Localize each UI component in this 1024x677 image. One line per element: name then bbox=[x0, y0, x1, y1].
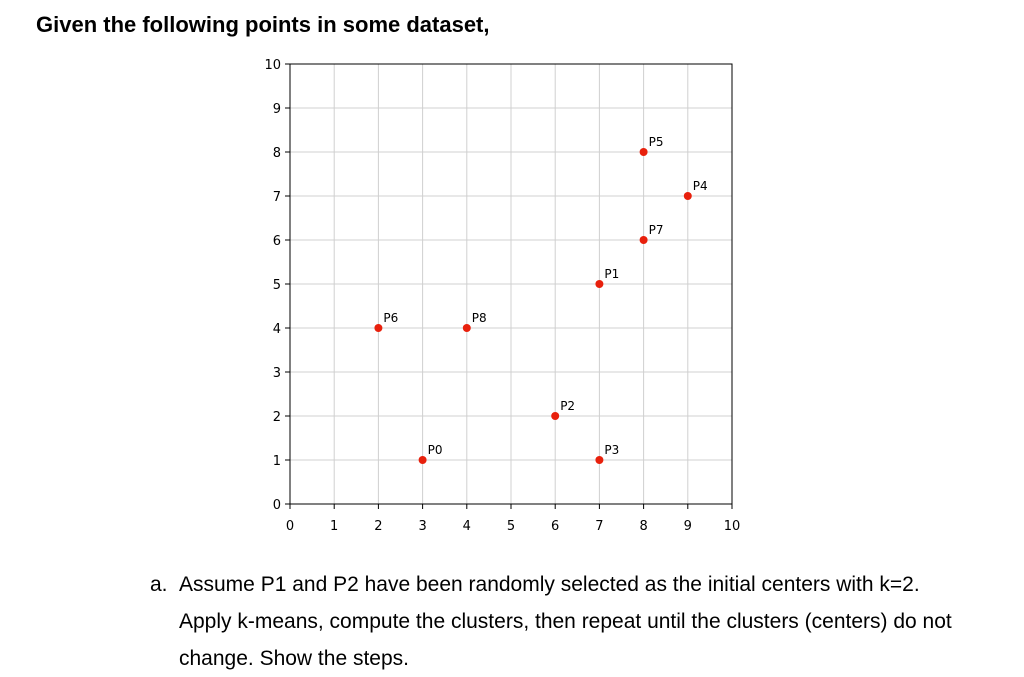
point-p0 bbox=[418, 456, 427, 464]
y-tick-label: 7 bbox=[273, 190, 281, 205]
point-label-p0: P0 bbox=[428, 443, 443, 457]
y-tick-label: 10 bbox=[264, 58, 281, 73]
point-label-p5: P5 bbox=[649, 135, 664, 149]
point-label-p7: P7 bbox=[649, 223, 664, 237]
x-tick-label: 3 bbox=[418, 519, 426, 534]
data-points: P0 P1 P2 P3 P4 P5 P6 P7 P8 bbox=[374, 135, 708, 464]
y-tick-label: 1 bbox=[273, 454, 281, 469]
point-label-p1: P1 bbox=[604, 267, 619, 281]
point-label-p6: P6 bbox=[383, 311, 398, 325]
x-tick-label: 0 bbox=[286, 519, 294, 534]
y-tick-label: 8 bbox=[273, 146, 281, 161]
question-label: a. bbox=[150, 573, 168, 596]
point-p2 bbox=[551, 412, 560, 420]
x-tick-label: 2 bbox=[374, 519, 382, 534]
point-label-p2: P2 bbox=[560, 399, 575, 413]
x-tick-label: 7 bbox=[595, 519, 603, 534]
point-p3 bbox=[595, 456, 604, 464]
point-p8 bbox=[462, 324, 471, 332]
x-tick-label: 9 bbox=[684, 519, 692, 534]
y-tick-label: 6 bbox=[273, 234, 281, 249]
y-tick-label: 2 bbox=[273, 410, 281, 425]
point-p6 bbox=[374, 324, 383, 332]
x-tick-label: 4 bbox=[463, 519, 471, 534]
question-text: Assume P1 and P2 have been randomly sele… bbox=[179, 573, 952, 670]
point-label-p4: P4 bbox=[693, 179, 708, 193]
x-tick-label: 6 bbox=[551, 519, 559, 534]
x-tick-label: 1 bbox=[330, 519, 338, 534]
x-tick-label: 5 bbox=[507, 519, 515, 534]
y-tick-label: 4 bbox=[273, 322, 281, 337]
point-p5 bbox=[639, 148, 648, 156]
x-tick-label: 8 bbox=[639, 519, 647, 534]
x-tick-label: 10 bbox=[724, 519, 741, 534]
axis-ticks: 0 1 2 3 4 5 6 7 8 9 10 0 1 2 3 4 5 6 7 8 9 10 bbox=[264, 58, 740, 534]
y-tick-label: 0 bbox=[273, 498, 281, 513]
point-p7 bbox=[639, 236, 648, 244]
y-tick-label: 3 bbox=[273, 366, 281, 381]
point-label-p3: P3 bbox=[604, 443, 619, 457]
grid-lines bbox=[289, 63, 733, 505]
question-a: a. Assume P1 and P2 have been randomly s… bbox=[150, 566, 970, 677]
y-tick-label: 5 bbox=[273, 278, 281, 293]
point-p4 bbox=[683, 192, 692, 200]
page-heading: Given the following points in some datas… bbox=[36, 12, 490, 37]
point-label-p8: P8 bbox=[472, 311, 487, 325]
point-p1 bbox=[595, 280, 604, 288]
y-tick-label: 9 bbox=[273, 102, 281, 117]
